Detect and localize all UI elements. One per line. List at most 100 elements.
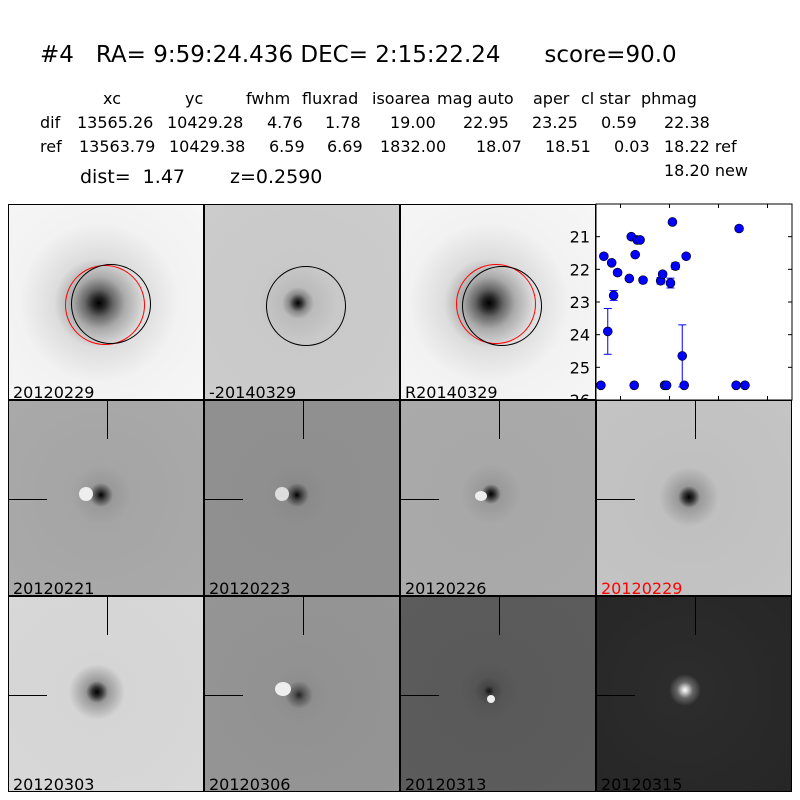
crosshair-horizontal [401, 499, 439, 500]
ref-cl-star: 0.03 [614, 137, 650, 156]
image-panel: 20120315 [596, 596, 792, 792]
residual-blob [79, 487, 93, 501]
data-point [608, 290, 619, 301]
dif-phmag: 22.38 [664, 113, 710, 132]
image-panel-diff: -20140329 [204, 204, 400, 400]
data-point [665, 278, 676, 288]
crosshair-vertical [695, 401, 696, 439]
col-xc: xc [103, 89, 121, 108]
image-panel: 20120229 [596, 400, 792, 596]
y-tick-label: 22 [570, 260, 590, 279]
ref-phmag: 18.22 ref [664, 137, 737, 156]
dist-value: dist= 1.47 [80, 166, 185, 188]
dif-aper: 23.25 [532, 113, 578, 132]
y-tick-label: 23 [570, 293, 590, 312]
data-point [731, 380, 741, 391]
ref-fluxrad: 6.69 [327, 137, 363, 156]
image-panel: 20120313 [400, 596, 596, 792]
y-tick-label: 25 [570, 358, 590, 377]
data-point [657, 269, 668, 280]
plot-frame [595, 203, 793, 401]
data-point [599, 251, 609, 262]
image-panel: 20120226 [400, 400, 596, 596]
col-fwhm: fwhm [246, 89, 291, 108]
crosshair-horizontal [9, 499, 47, 500]
black-aperture-circle [266, 266, 346, 346]
residual-blob [275, 487, 289, 501]
new-phmag: 18.20 new [664, 161, 748, 180]
residual-blob [487, 695, 495, 703]
crosshair-vertical [303, 401, 304, 439]
ref-aper: 18.51 [545, 137, 591, 156]
crosshair-vertical [107, 401, 108, 439]
ref-xc: 13563.79 [79, 137, 156, 156]
black-aperture-circle [462, 266, 542, 346]
panel-label: 20120315 [601, 775, 683, 792]
data-point [667, 217, 678, 227]
crosshair-horizontal [205, 499, 243, 500]
data-point [638, 275, 648, 285]
image-panel-ref: R20140329 [400, 204, 596, 400]
crosshair-horizontal [401, 695, 439, 696]
residual-blob [275, 682, 291, 696]
light-curve-plot: −50050100212223242526 [570, 203, 793, 423]
crosshair-horizontal [597, 499, 635, 500]
data-point [734, 223, 744, 234]
dif-xc: 13565.26 [77, 113, 154, 132]
y-tick-label: 21 [570, 228, 590, 247]
data-point [630, 249, 641, 260]
crosshair-horizontal [597, 695, 635, 696]
data-point [635, 235, 645, 245]
crosshair-vertical [499, 401, 500, 439]
panel-label-current: 20120229 [601, 579, 683, 596]
panel-label: 20120229 [13, 383, 95, 400]
image-panel: 20120306 [204, 596, 400, 792]
dif-mag-auto: 22.95 [463, 113, 509, 132]
col-fluxrad: fluxrad [302, 89, 359, 108]
dif-yc: 10429.28 [167, 113, 244, 132]
crosshair-vertical [107, 597, 108, 635]
panel-label: 20120306 [209, 775, 291, 792]
col-cl-star: cl star [581, 89, 631, 108]
figure-title: #4 RA= 9:59:24.436 DEC= 2:15:22.24 score… [40, 42, 677, 68]
data-point [661, 380, 672, 391]
data-point [670, 261, 681, 271]
data-point [606, 257, 617, 268]
row-label-dif: dif [40, 113, 61, 132]
image-panel-new: 20120229 [8, 204, 204, 400]
data-point [679, 380, 689, 391]
panel-label: 20120303 [13, 775, 95, 792]
panel-label: 20120226 [405, 579, 487, 596]
col-aper: aper [533, 89, 570, 108]
data-point [596, 380, 606, 391]
data-point [629, 380, 640, 391]
dif-cl-star: 0.59 [601, 113, 637, 132]
ref-fwhm: 6.59 [269, 137, 305, 156]
y-tick-label: 24 [570, 326, 590, 345]
col-mag-auto: mag auto [437, 89, 514, 108]
image-panel: 20120223 [204, 400, 400, 596]
col-isoarea: isoarea [372, 89, 431, 108]
image-panel: 20120221 [8, 400, 204, 596]
ref-yc: 10429.38 [169, 137, 246, 156]
data-point [681, 251, 691, 262]
crosshair-vertical [499, 597, 500, 635]
data-point [602, 326, 613, 337]
crosshair-vertical [695, 597, 696, 635]
data-point [740, 380, 750, 391]
col-phmag: phmag [641, 89, 697, 108]
panel-label: -20140329 [209, 383, 297, 400]
image-panel: 20120303 [8, 596, 204, 792]
data-point [677, 351, 688, 361]
redshift-value: z=0.2590 [230, 166, 323, 188]
row-label-ref: ref [40, 137, 62, 156]
ref-mag-auto: 18.07 [476, 137, 522, 156]
dif-fwhm: 4.76 [267, 113, 303, 132]
black-aperture-circle [71, 264, 151, 344]
crosshair-horizontal [9, 695, 47, 696]
crosshair-horizontal [205, 695, 243, 696]
crosshair-vertical [303, 597, 304, 635]
residual-blob [475, 491, 487, 501]
panel-label: R20140329 [405, 383, 498, 400]
